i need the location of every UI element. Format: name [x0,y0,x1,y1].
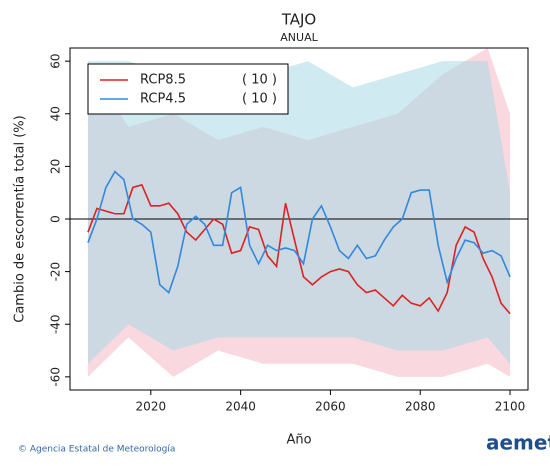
series-line [87,170,511,295]
x-tick-label: 2080 [405,400,436,414]
legend-label: RCP4.5 [140,92,186,107]
x-tick-label: 2020 [136,400,167,414]
range-band [87,61,511,364]
x-axis-label: Año [286,433,311,448]
chart-title: TAJO [281,11,317,29]
logo: aemet [486,431,550,455]
y-tick-label: 40 [49,106,63,121]
footer: © Agencia Estatal de Meteorología [18,445,175,455]
legend-runs: ( 10 ) [242,73,277,88]
y-tick-label: 20 [49,159,63,174]
x-tick-label: 2060 [315,400,346,414]
y-tick-label: 60 [49,54,63,69]
legend-runs: ( 10 ) [242,92,277,107]
y-axis-label: Cambio de escorrentía total (%) [13,115,28,323]
y-tick-label: -60 [49,367,63,387]
legend-box [87,63,289,115]
x-tick-label: 2040 [225,400,256,414]
x-tick-label: 2100 [495,400,526,414]
chart-subtitle: ANUAL [280,31,318,44]
legend-label: RCP8.5 [140,73,186,88]
y-tick-label: 0 [49,215,63,223]
y-tick-label: -40 [49,314,63,334]
y-tick-label: -20 [49,262,63,282]
